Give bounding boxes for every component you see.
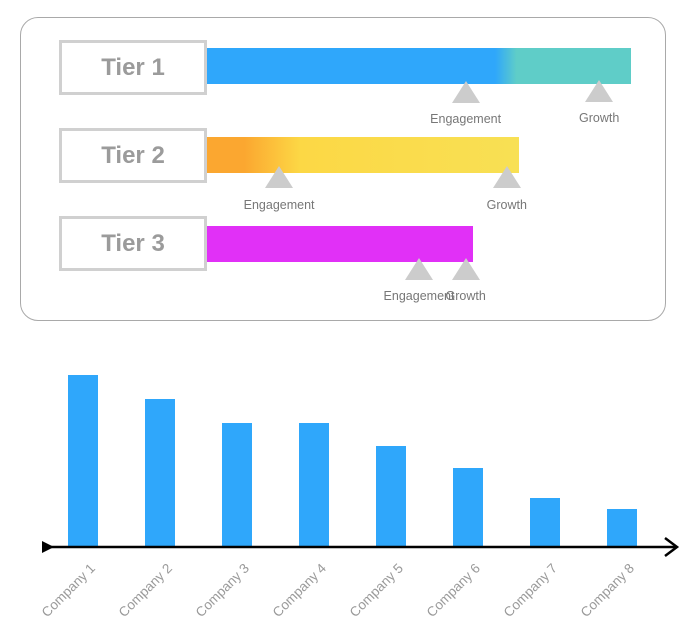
tier-1-engagement-label: Engagement [430, 112, 502, 126]
tick-label-6: Company 6 [424, 561, 483, 620]
tier-3-bar [207, 226, 474, 262]
bar-8 [607, 509, 637, 547]
bar-3 [222, 423, 252, 547]
tick-label-7: Company 7 [501, 561, 560, 620]
tier-1-engagement-marker-icon [451, 81, 480, 103]
tick-label-4: Company 4 [270, 560, 330, 620]
bar-1 [68, 375, 98, 547]
tick-label-5: Company 5 [347, 561, 406, 620]
bar-5 [376, 446, 406, 547]
tick-label-2: Company 2 [116, 561, 175, 620]
tier-2-engagement-marker-icon [265, 166, 294, 188]
tier-2-growth-marker-icon [492, 166, 521, 188]
tier-1-bar [207, 48, 631, 84]
tier-1-growth-marker-icon [585, 80, 614, 102]
tier-3-label: Tier 3 [101, 229, 165, 257]
axis-start-arrow-icon [42, 541, 54, 553]
tick-label-1: Company 1 [39, 561, 98, 620]
tier-3-label-box: Tier 3 [59, 216, 207, 271]
tier-1-growth-label: Growth [579, 111, 620, 125]
tier-3-engagement-marker-icon [405, 258, 433, 280]
tier-2-label: Tier 2 [101, 141, 165, 169]
tier-3-growth-marker-icon [451, 258, 480, 280]
tier-3-growth-label: Growth [445, 289, 486, 303]
tier-2-growth-label: Growth [486, 198, 527, 212]
tick-label-3: Company 3 [193, 561, 252, 620]
tier-2-bar [207, 137, 520, 173]
tick-label-8: Company 8 [578, 561, 637, 620]
tier-1-label: Tier 1 [101, 53, 165, 81]
bar-4 [299, 423, 329, 547]
tier-2-engagement-label: Engagement [243, 198, 315, 212]
tier-1-label-box: Tier 1 [59, 40, 207, 95]
axis-end-arrow-icon [664, 537, 680, 557]
bar-2 [145, 399, 175, 547]
bar-7 [530, 498, 560, 547]
bar-6 [453, 468, 483, 547]
tier-3-engagement-label: Engagement [383, 289, 455, 303]
tier-2-label-box: Tier 2 [59, 128, 207, 183]
